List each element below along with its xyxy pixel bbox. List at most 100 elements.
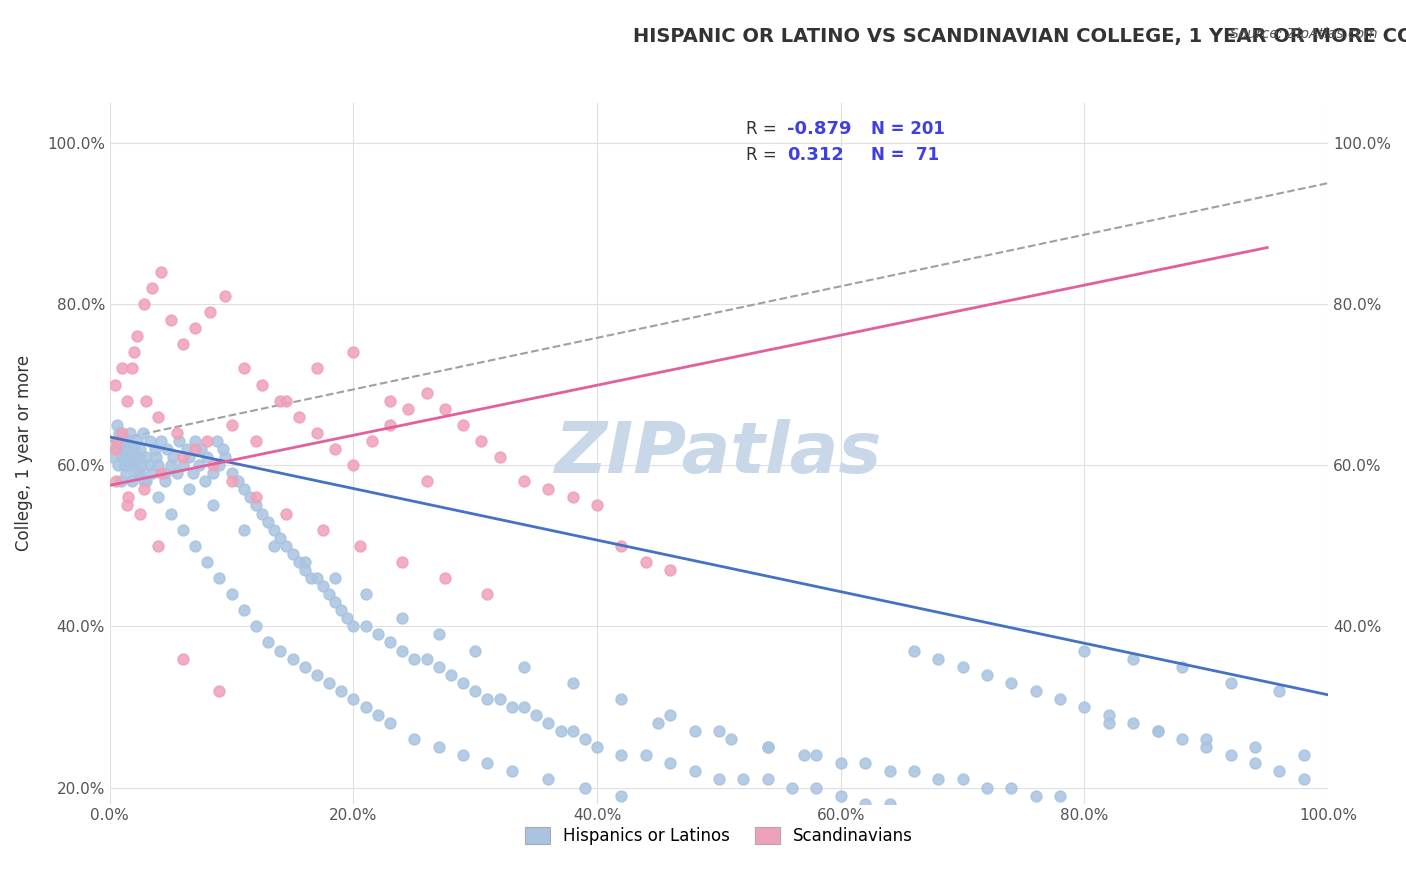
Point — [634, 555, 657, 569]
Point — [634, 748, 657, 763]
Point — [879, 797, 901, 811]
Point — [806, 780, 828, 795]
Point — [257, 635, 280, 649]
Point — [287, 409, 309, 424]
Point — [537, 772, 560, 787]
Point — [117, 491, 139, 505]
Point — [427, 740, 450, 755]
Point — [172, 651, 194, 665]
Point — [117, 434, 139, 448]
Point — [172, 337, 194, 351]
Point — [257, 515, 280, 529]
Point — [110, 475, 132, 489]
Point — [132, 475, 155, 489]
Point — [1244, 740, 1267, 755]
Point — [391, 643, 413, 657]
Point — [112, 458, 135, 472]
Point — [330, 683, 353, 698]
Point — [318, 587, 340, 601]
Point — [208, 458, 231, 472]
Point — [122, 442, 145, 456]
Point — [378, 635, 401, 649]
Point — [276, 539, 298, 553]
Point — [202, 467, 225, 481]
Point — [524, 708, 547, 723]
Point — [141, 467, 163, 481]
Point — [108, 434, 131, 448]
Point — [396, 401, 419, 416]
Point — [269, 393, 291, 408]
Point — [145, 450, 167, 464]
Point — [172, 450, 194, 464]
Point — [181, 467, 204, 481]
Point — [176, 442, 198, 456]
Point — [323, 595, 346, 609]
Point — [342, 345, 364, 359]
Point — [156, 442, 179, 456]
Point — [354, 700, 377, 714]
Point — [111, 442, 134, 456]
Point — [451, 675, 474, 690]
Point — [172, 523, 194, 537]
Point — [537, 716, 560, 731]
Point — [269, 531, 291, 545]
Point — [537, 483, 560, 497]
Point — [118, 450, 141, 464]
Point — [250, 377, 273, 392]
Point — [1122, 716, 1144, 731]
Point — [104, 434, 127, 448]
Point — [610, 539, 633, 553]
Point — [1098, 708, 1121, 723]
Text: N =  71: N = 71 — [872, 146, 939, 164]
Point — [647, 716, 669, 731]
Point — [149, 467, 172, 481]
Point — [318, 675, 340, 690]
Point — [574, 780, 596, 795]
Point — [122, 458, 145, 472]
Point — [221, 587, 243, 601]
Point — [135, 475, 157, 489]
Point — [141, 281, 163, 295]
Point — [501, 764, 523, 779]
Point — [464, 643, 486, 657]
Point — [148, 491, 170, 505]
Point — [1146, 724, 1168, 739]
Point — [124, 450, 146, 464]
Point — [427, 627, 450, 641]
Point — [610, 691, 633, 706]
Point — [1292, 748, 1315, 763]
Point — [404, 651, 426, 665]
Point — [323, 442, 346, 456]
Y-axis label: College, 1 year or more: College, 1 year or more — [15, 355, 32, 551]
Point — [404, 732, 426, 747]
Point — [1000, 780, 1022, 795]
Point — [349, 539, 371, 553]
Point — [115, 499, 138, 513]
Point — [1049, 691, 1071, 706]
Point — [159, 507, 181, 521]
Point — [659, 563, 682, 577]
Point — [111, 442, 134, 456]
Point — [927, 772, 949, 787]
Point — [104, 442, 127, 456]
Point — [1171, 732, 1194, 747]
Point — [184, 434, 207, 448]
Point — [184, 321, 207, 335]
Point — [131, 425, 153, 440]
Point — [477, 756, 499, 771]
Point — [202, 458, 225, 472]
Point — [561, 724, 583, 739]
Point — [1122, 651, 1144, 665]
Point — [952, 659, 974, 673]
Point — [707, 724, 730, 739]
Point — [903, 764, 925, 779]
Point — [212, 442, 235, 456]
Point — [195, 555, 218, 569]
Point — [177, 450, 200, 464]
Point — [1073, 700, 1095, 714]
Point — [756, 740, 779, 755]
Point — [927, 651, 949, 665]
Point — [198, 305, 221, 319]
Point — [121, 475, 143, 489]
Point — [342, 458, 364, 472]
